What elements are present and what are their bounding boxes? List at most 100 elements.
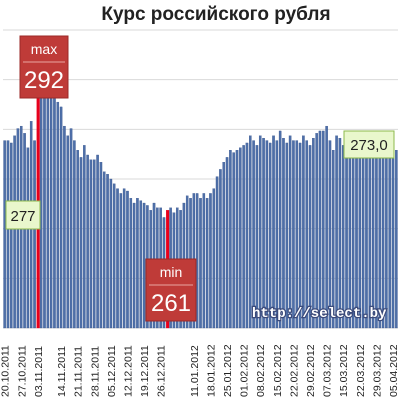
- bar: [33, 140, 36, 329]
- x-tick-label: 14.11.2011: [56, 346, 68, 397]
- bar: [249, 135, 252, 329]
- max-value: 292: [24, 67, 64, 94]
- bar: [13, 135, 16, 329]
- x-tick-label: 20.10.2011: [0, 345, 12, 397]
- bar: [345, 142, 348, 329]
- x-tick-label: 25.01.2012: [222, 344, 234, 397]
- bar: [381, 145, 385, 329]
- bar: [242, 145, 245, 329]
- bar: [139, 200, 143, 329]
- bar: [69, 128, 73, 329]
- bar: [86, 154, 89, 329]
- bar: [49, 82, 53, 329]
- x-tick-label: 26.12.2011: [156, 345, 168, 397]
- x-tick-label: 19.12.2011: [139, 345, 151, 397]
- bar: [351, 142, 355, 329]
- bar: [10, 142, 13, 329]
- chart-title: Курс российского рубля: [101, 4, 330, 25]
- bar: [59, 106, 63, 329]
- bar: [106, 174, 109, 329]
- bar: [222, 162, 226, 329]
- bar: [245, 142, 249, 329]
- bar: [378, 157, 382, 329]
- bar: [255, 145, 259, 329]
- bar: [368, 145, 372, 329]
- bar: [232, 152, 235, 329]
- x-tick-label: 05.04.2012: [388, 344, 400, 397]
- bar: [46, 82, 50, 329]
- bar: [132, 202, 136, 329]
- bar: [126, 190, 129, 329]
- bar: [258, 135, 262, 329]
- bar: [23, 133, 26, 329]
- bar: [262, 137, 265, 329]
- bar: [129, 198, 133, 329]
- bar: [375, 142, 378, 329]
- x-tick-label: 27.10.2011: [16, 345, 28, 397]
- bar: [235, 150, 239, 329]
- bar: [272, 135, 275, 329]
- bar: [298, 142, 302, 329]
- x-tick-label: 21.11.2011: [73, 346, 85, 397]
- bar: [116, 188, 119, 329]
- x-tick-label: 29.02.2012: [305, 344, 317, 397]
- bar: [322, 130, 325, 329]
- bar: [96, 154, 99, 329]
- bar: [335, 135, 338, 329]
- bar: [288, 135, 292, 329]
- bar: [225, 157, 229, 329]
- x-tick-label: 12.12.2011: [122, 345, 134, 397]
- bar-max: [36, 68, 40, 329]
- bar: [388, 145, 391, 329]
- bars: [3, 68, 398, 329]
- watermark: http://select.by: [252, 306, 387, 322]
- bar: [305, 140, 308, 329]
- bar: [285, 142, 289, 329]
- bar: [99, 162, 103, 329]
- bar: [83, 145, 86, 329]
- bar: [53, 97, 56, 329]
- bar: [355, 140, 358, 329]
- x-tick-label: 03.11.2011: [33, 346, 45, 397]
- bar: [93, 159, 96, 329]
- x-tick-label: 22.02.2012: [288, 344, 300, 397]
- x-tick-label: 11.01.2012: [189, 345, 201, 397]
- x-tick-label: 15.02.2012: [272, 344, 284, 397]
- bar: [282, 137, 285, 329]
- bar: [302, 135, 305, 329]
- bar: [265, 140, 269, 329]
- bar: [219, 169, 222, 329]
- min-label: min: [160, 264, 183, 280]
- bar: [318, 130, 322, 329]
- x-tick-label: 07.03.2012: [322, 344, 334, 397]
- bar: [385, 147, 388, 329]
- max-label: max: [31, 41, 57, 57]
- bar: [328, 140, 332, 329]
- bar: [292, 140, 295, 329]
- bar: [361, 150, 365, 329]
- bar: [119, 193, 123, 329]
- bar: [338, 137, 342, 329]
- bar: [122, 188, 126, 329]
- bar: [325, 125, 328, 329]
- start-value: 277: [10, 208, 35, 225]
- bar: [252, 140, 255, 329]
- bar: [205, 198, 209, 329]
- x-tick-label: 28.11.2011: [89, 346, 101, 397]
- bar: [212, 188, 216, 329]
- min-callout-box: [145, 258, 197, 322]
- end-value: 273,0: [350, 137, 388, 154]
- bar: [102, 171, 106, 329]
- min-value: 261: [151, 290, 191, 317]
- bar: [278, 130, 282, 329]
- x-tick-label: 01.02.2012: [239, 344, 251, 397]
- bar: [315, 133, 318, 329]
- bar: [3, 140, 6, 329]
- bar: [371, 147, 375, 329]
- x-tick-label: 22.03.2012: [355, 344, 367, 397]
- bar: [142, 202, 146, 329]
- bar: [56, 101, 60, 329]
- start-callout-box: [5, 200, 41, 230]
- x-tick-labels: 20.10.2011 27.10.2011 03.11.2011 14.11.2011…: [0, 344, 400, 397]
